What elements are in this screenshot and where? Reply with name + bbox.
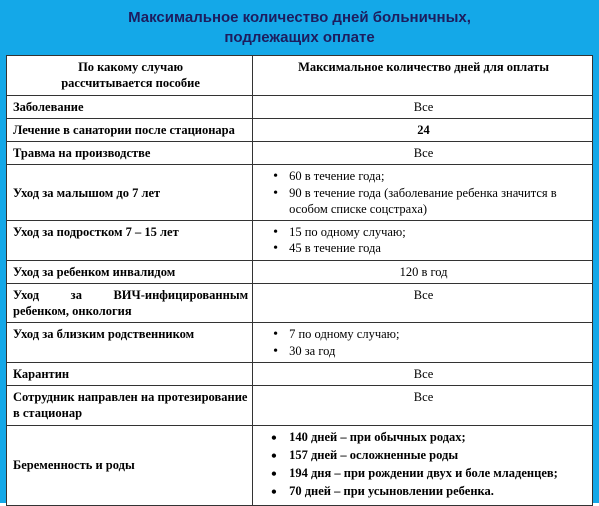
cell-case: Заболевание xyxy=(7,95,253,118)
cell-case: Уход за малышом до 7 лет xyxy=(7,165,253,221)
bullet-list: 15 по одному случаю; 45 в течение года xyxy=(259,224,588,257)
table-row: Уход за подростком 7 – 15 лет 15 по одно… xyxy=(7,221,593,261)
cell-days: 120 в год xyxy=(253,260,593,283)
cell-days: 7 по одному случаю; 30 за год xyxy=(253,323,593,363)
table-row: Уход за близким родственником 7 по одном… xyxy=(7,323,593,363)
table-row: Лечение в санатории после стационара 24 xyxy=(7,118,593,141)
cell-days: 15 по одному случаю; 45 в течение года xyxy=(253,221,593,261)
cell-days: Все xyxy=(253,362,593,385)
table-row: Уход за ВИЧ-инфицированным ребенком, онк… xyxy=(7,283,593,323)
bullet-item: 45 в течение года xyxy=(277,240,588,256)
table-row: Беременность и роды 140 дней – при обычн… xyxy=(7,425,593,505)
cell-days: Все xyxy=(253,142,593,165)
cell-case: Уход за ВИЧ-инфицированным ребенком, онк… xyxy=(7,283,253,323)
table-header-row: По какому случаю рассчитывается пособие … xyxy=(7,56,593,96)
cell-case: Карантин xyxy=(7,362,253,385)
bullet-item: 194 дня – при рождении двух и боле младе… xyxy=(277,465,588,481)
header-right: Максимальное количество дней для оплаты xyxy=(253,56,593,96)
cell-case: Лечение в санатории после стационара xyxy=(7,118,253,141)
table-row: Сотрудник направлен на протезирование в … xyxy=(7,386,593,426)
header-left-l1: По какому случаю xyxy=(78,60,183,74)
bullet-item: 90 в течение года (заболевание ребенка з… xyxy=(277,185,588,218)
cell-case: Уход за подростком 7 – 15 лет xyxy=(7,221,253,261)
table-row: Карантин Все xyxy=(7,362,593,385)
bullet-item: 157 дней – осложненные роды xyxy=(277,447,588,463)
cell-case: Беременность и роды xyxy=(7,425,253,505)
bullet-item: 15 по одному случаю; xyxy=(277,224,588,240)
table-row: Травма на производстве Все xyxy=(7,142,593,165)
title-line-2: подлежащих оплате xyxy=(224,29,374,46)
bullet-list: 60 в течение года; 90 в течение года (за… xyxy=(259,168,588,217)
card-title: Максимальное количество дней больничных,… xyxy=(6,4,593,55)
header-left: По какому случаю рассчитывается пособие xyxy=(7,56,253,96)
cell-days: Все xyxy=(253,386,593,426)
cell-days: Все xyxy=(253,95,593,118)
table-row: Заболевание Все xyxy=(7,95,593,118)
sick-days-table: По какому случаю рассчитывается пособие … xyxy=(6,55,593,506)
cell-days: 140 дней – при обычных родах; 157 дней –… xyxy=(253,425,593,505)
table-row: Уход за ребенком инвалидом 120 в год xyxy=(7,260,593,283)
bullet-item: 30 за год xyxy=(277,343,588,359)
cell-days: 60 в течение года; 90 в течение года (за… xyxy=(253,165,593,221)
title-line-1: Максимальное количество дней больничных, xyxy=(128,9,471,26)
bullet-list: 140 дней – при обычных родах; 157 дней –… xyxy=(259,429,588,500)
bullet-item: 70 дней – при усыновлении ребенка. xyxy=(277,483,588,499)
cell-days: 24 xyxy=(253,118,593,141)
cell-case: Уход за близким родственником xyxy=(7,323,253,363)
cell-case: Сотрудник направлен на протезирование в … xyxy=(7,386,253,426)
cell-days: Все xyxy=(253,283,593,323)
cell-case: Травма на производстве xyxy=(7,142,253,165)
bullet-item: 7 по одному случаю; xyxy=(277,326,588,342)
card-outer: Максимальное количество дней больничных,… xyxy=(0,0,599,503)
bullet-list: 7 по одному случаю; 30 за год xyxy=(259,326,588,359)
bullet-item: 140 дней – при обычных родах; xyxy=(277,429,588,445)
bullet-item: 60 в течение года; xyxy=(277,168,588,184)
table-row: Уход за малышом до 7 лет 60 в течение го… xyxy=(7,165,593,221)
cell-case: Уход за ребенком инвалидом xyxy=(7,260,253,283)
header-left-l2: рассчитывается пособие xyxy=(61,76,200,90)
